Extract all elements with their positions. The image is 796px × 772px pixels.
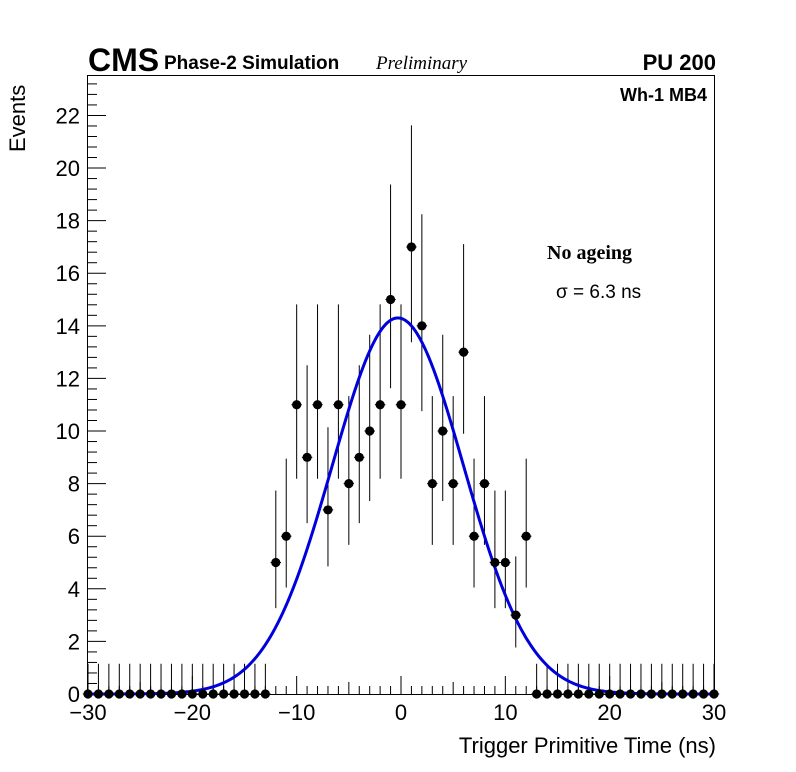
data-point <box>177 689 187 699</box>
data-point <box>385 294 396 305</box>
data-point <box>93 689 104 699</box>
data-point <box>302 452 312 462</box>
data-point <box>354 452 364 462</box>
data-point <box>542 689 552 699</box>
y-tick-label: 12 <box>56 366 80 391</box>
simulation-label: Phase-2 Simulation <box>164 53 339 74</box>
data-point <box>312 400 323 410</box>
data-point <box>459 347 469 357</box>
data-point <box>552 689 563 699</box>
data-point <box>469 531 479 541</box>
y-tick-label: 6 <box>68 524 80 549</box>
y-tick-label: 2 <box>68 629 80 654</box>
data-point <box>605 689 615 699</box>
data-point <box>396 400 406 410</box>
data-point <box>156 689 166 699</box>
data-point <box>229 689 239 699</box>
y-tick-label: 8 <box>68 472 80 497</box>
data-point <box>532 689 542 699</box>
data-point <box>292 400 302 410</box>
data-point <box>239 689 250 699</box>
data-point <box>438 426 448 436</box>
data-point <box>479 479 490 489</box>
y-axis-label: Events <box>5 85 30 152</box>
data-point <box>646 689 657 699</box>
pileup-label: PU 200 <box>643 50 716 75</box>
data-point <box>584 689 594 699</box>
data-point <box>146 689 156 699</box>
data-point <box>500 557 510 568</box>
data-point <box>490 557 500 568</box>
error-bars <box>82 125 720 695</box>
plot-frame <box>87 75 715 695</box>
data-point <box>208 689 218 699</box>
data-point <box>636 689 646 699</box>
data-point <box>187 689 197 699</box>
y-tick-label: 14 <box>56 314 80 339</box>
x-axis-label: Trigger Primitive Time (ns) <box>459 733 716 758</box>
data-point <box>709 689 719 699</box>
y-tick-label: 16 <box>56 261 80 286</box>
x-tick-label: 20 <box>597 700 621 725</box>
data-point <box>333 400 343 410</box>
legend-condition: No ageing <box>547 242 632 264</box>
y-tick-label: 4 <box>68 577 80 602</box>
data-point <box>344 479 354 489</box>
data-points <box>83 242 719 699</box>
x-tick-label: 30 <box>702 700 726 725</box>
legend-sigma: σ = 6.3 ns <box>556 282 641 303</box>
y-tick-label: 20 <box>56 156 80 181</box>
x-tick-label: −30 <box>69 700 106 725</box>
data-point <box>135 689 145 699</box>
y-tick-label: 18 <box>56 209 80 234</box>
y-tick-label: 22 <box>56 103 80 128</box>
x-tick-label: −20 <box>174 700 211 725</box>
x-tick-label: 10 <box>493 700 517 725</box>
y-tick-label: 0 <box>68 682 80 707</box>
data-point <box>625 689 636 699</box>
data-point <box>521 531 531 541</box>
data-point <box>198 689 208 699</box>
data-point <box>406 242 417 252</box>
region-label: Wh-1 MB4 <box>620 85 707 105</box>
data-point <box>511 610 521 620</box>
data-point <box>688 689 698 699</box>
data-point <box>271 557 281 568</box>
x-tick-label: 0 <box>395 700 407 725</box>
data-point <box>104 689 114 699</box>
data-point <box>657 689 667 699</box>
data-point <box>114 689 124 699</box>
data-point <box>563 689 573 699</box>
x-axis-ticks: −30 −20 −10 0 10 20 30 <box>69 676 726 725</box>
data-point <box>250 689 260 699</box>
data-point <box>375 400 385 410</box>
data-point <box>260 689 270 699</box>
data-point <box>615 689 625 699</box>
data-point <box>219 689 229 699</box>
data-point <box>678 689 688 699</box>
data-point <box>166 689 177 699</box>
y-axis-ticks: 0 2 4 6 8 10 12 14 16 18 20 22 <box>56 83 106 707</box>
data-point <box>83 689 93 699</box>
data-point <box>594 689 604 699</box>
data-point <box>667 689 677 699</box>
data-point <box>365 426 375 436</box>
data-point <box>427 479 437 489</box>
data-point <box>448 479 458 489</box>
cms-label: CMS <box>88 42 159 78</box>
data-point <box>698 689 709 699</box>
data-point <box>323 505 333 515</box>
data-point <box>125 689 135 699</box>
data-point <box>573 689 583 699</box>
preliminary-label: Preliminary <box>375 53 468 74</box>
x-tick-label: −10 <box>278 700 315 725</box>
data-point <box>281 531 291 541</box>
y-tick-label: 10 <box>56 419 80 444</box>
data-point <box>417 321 427 331</box>
